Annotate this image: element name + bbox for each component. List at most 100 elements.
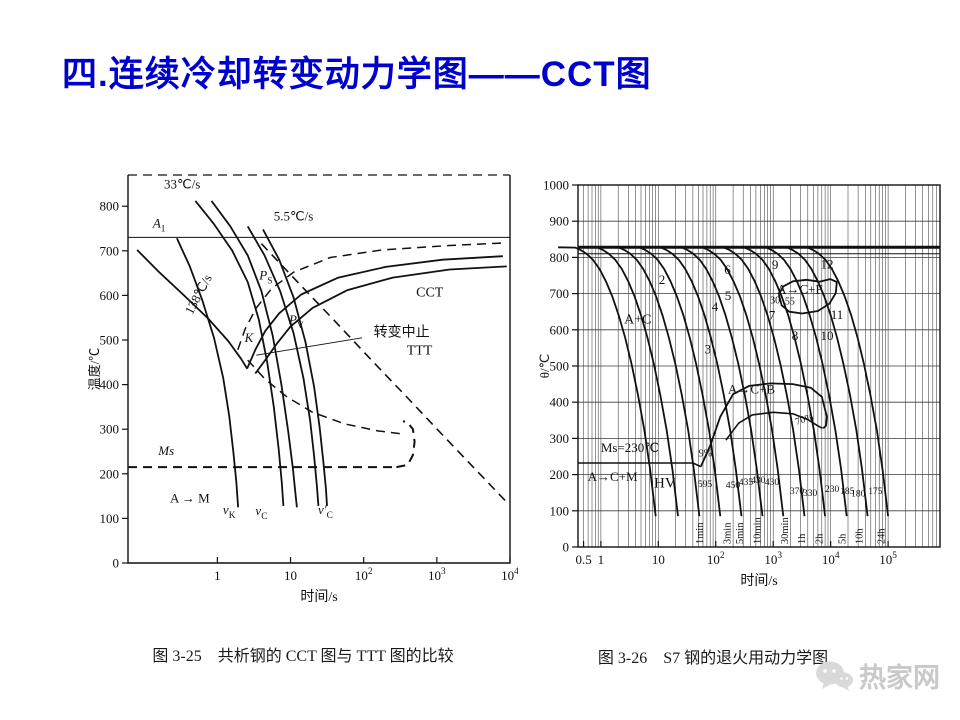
chart-label: 5 [725,288,732,303]
cooling-curve-10 [749,246,848,517]
chart-label: 1000 [543,178,569,193]
chart-label: 185 [840,487,855,497]
chart-label: 2 [659,272,666,287]
chart-label: 4 [712,299,719,314]
chart-label: A→C+M [588,469,638,484]
chart-label: 100 [100,511,120,526]
chart-label: 300 [550,431,570,446]
figure-caption-right: 图 3-26 S7 钢的退火用动力学图 [597,650,829,667]
watermark: 热家网 [814,656,940,695]
page-title: 四.连续冷却转变动力学图——CCT图 [62,55,652,94]
chart-label: 800 [550,250,570,265]
chart-label: 9 [772,257,779,272]
chart-label: 6 [724,262,731,277]
chart-label: vC [255,503,267,522]
chart-label: θ/℃ [538,354,552,378]
chart-label: 600 [100,288,120,303]
chart-label: 5.5℃/s [274,208,314,223]
chart-label: 400 [550,395,570,410]
chart-label: 70% [794,412,815,428]
chart-label: 500 [100,333,120,348]
cooling-curve-11 [769,246,869,517]
chart-label: 12 [820,256,833,271]
chart-label: 370 [790,487,805,497]
chart-label: 0 [113,556,120,571]
chart-label: 330 [803,489,818,499]
chart-label: 430 [765,478,780,488]
cooling-curve-5 [643,246,743,517]
chart-label: 180 [851,490,866,500]
chart-label: 3min [722,522,733,544]
chart-label: 900 [550,214,570,229]
cct-finish-curve [254,265,507,375]
chart-label: v′C [318,502,333,521]
chart-label: 温度/℃ [88,348,102,391]
annotation-leader-line [256,337,363,356]
chart-label: 24h [876,528,887,545]
chart-label: 0 [563,540,570,555]
chart-label: 1 [214,568,221,583]
cooling-curve-138C-per-s [176,237,239,508]
chat-bubbles-icon [816,661,853,691]
cooling-curve-8 [706,246,806,517]
chart-label: vK [223,502,236,521]
cooling-curve-vC-prime-a [246,225,320,506]
ferrite-pearlite-region [777,278,838,315]
cooling-curves [558,246,889,517]
cooling-curve-vC [210,200,298,508]
chart-label: 7 [769,308,776,323]
chart-label: A→C+B [728,382,775,397]
cooling-curve-2 [580,246,679,517]
chart-label: 700 [100,243,120,258]
chart-label: CCT [416,285,444,300]
chart-label: 1h [797,533,808,544]
chart-label: 时间/s [740,573,777,589]
chart-label: 300 [100,422,120,437]
chart-label: 100 [550,503,570,518]
chart-label: 10h [855,528,866,545]
chart-label: 10 [284,568,297,583]
chart-label: 500 [550,359,570,374]
cooling-curve-9 [727,246,826,517]
chart-label: PS [258,267,272,286]
chart-label: 104 [822,551,840,567]
chart-label: TTT [407,343,433,358]
ttt-lower-branch [247,359,401,435]
chart-label: 200 [550,467,570,482]
chart-label: HV [654,475,676,491]
cooling-curve-7 [685,246,785,517]
chart-label: 102 [355,567,373,583]
chart-label: 450 [726,481,741,491]
chart-label: 430 [751,476,766,486]
chart-label: 9% [699,449,712,460]
cct-start-curve [246,255,503,369]
chart-label: K [244,330,255,345]
s7-annealing-chart: A+CA→C+F30 55A→C+B70%9%Ms=230℃A→C+M HV2345… [537,178,941,590]
cct-vs-ttt-chart: A1 33℃/s 5.5℃/s 138℃/s PS PV K 转变中止 CCT TTT Ms A → … [87,174,519,605]
cooling-curve-1 [558,246,657,517]
bainite-region-inner [725,411,823,441]
ms-bainite-hook [396,420,416,469]
cooling-curve-3 [601,246,701,517]
chart-label: 200 [100,466,120,481]
chart-label: 0.5 [575,552,591,567]
cooling-curve-vC-prime-b [262,228,328,506]
cooling-curve-5.5C-per-s [260,243,506,502]
chart-label: 104 [501,567,518,583]
chart-label: 33℃/s [164,176,200,191]
chart-label: 2h [814,533,825,544]
watermark-text: 热家网 [859,663,940,693]
chart-label: Ms [157,443,174,458]
chart-label: 102 [707,551,725,567]
cooling-curve-12 [790,246,889,517]
axes: 0 100 200 300 400 500 600 700 800 900 1000 0.5 1 10 10… [537,178,897,590]
chart-label: 103 [428,567,446,583]
cooling-curve-4 [622,246,722,517]
figure-s7-annealing: A+C A→C+F 30 55 A→C+B 70% 9% Ms=230℃ A→C+M HV 2 3 4 5… [537,165,958,668]
chart-label: 105 [879,551,897,567]
figure-caption-left: 图 3-25 共析钢的 CCT 图与 TTT 图的比较 [152,648,454,665]
chart-label: Ms=230℃ [601,440,659,455]
chart-label: A→C+F [777,282,823,297]
chart-label: 3 [705,342,712,357]
